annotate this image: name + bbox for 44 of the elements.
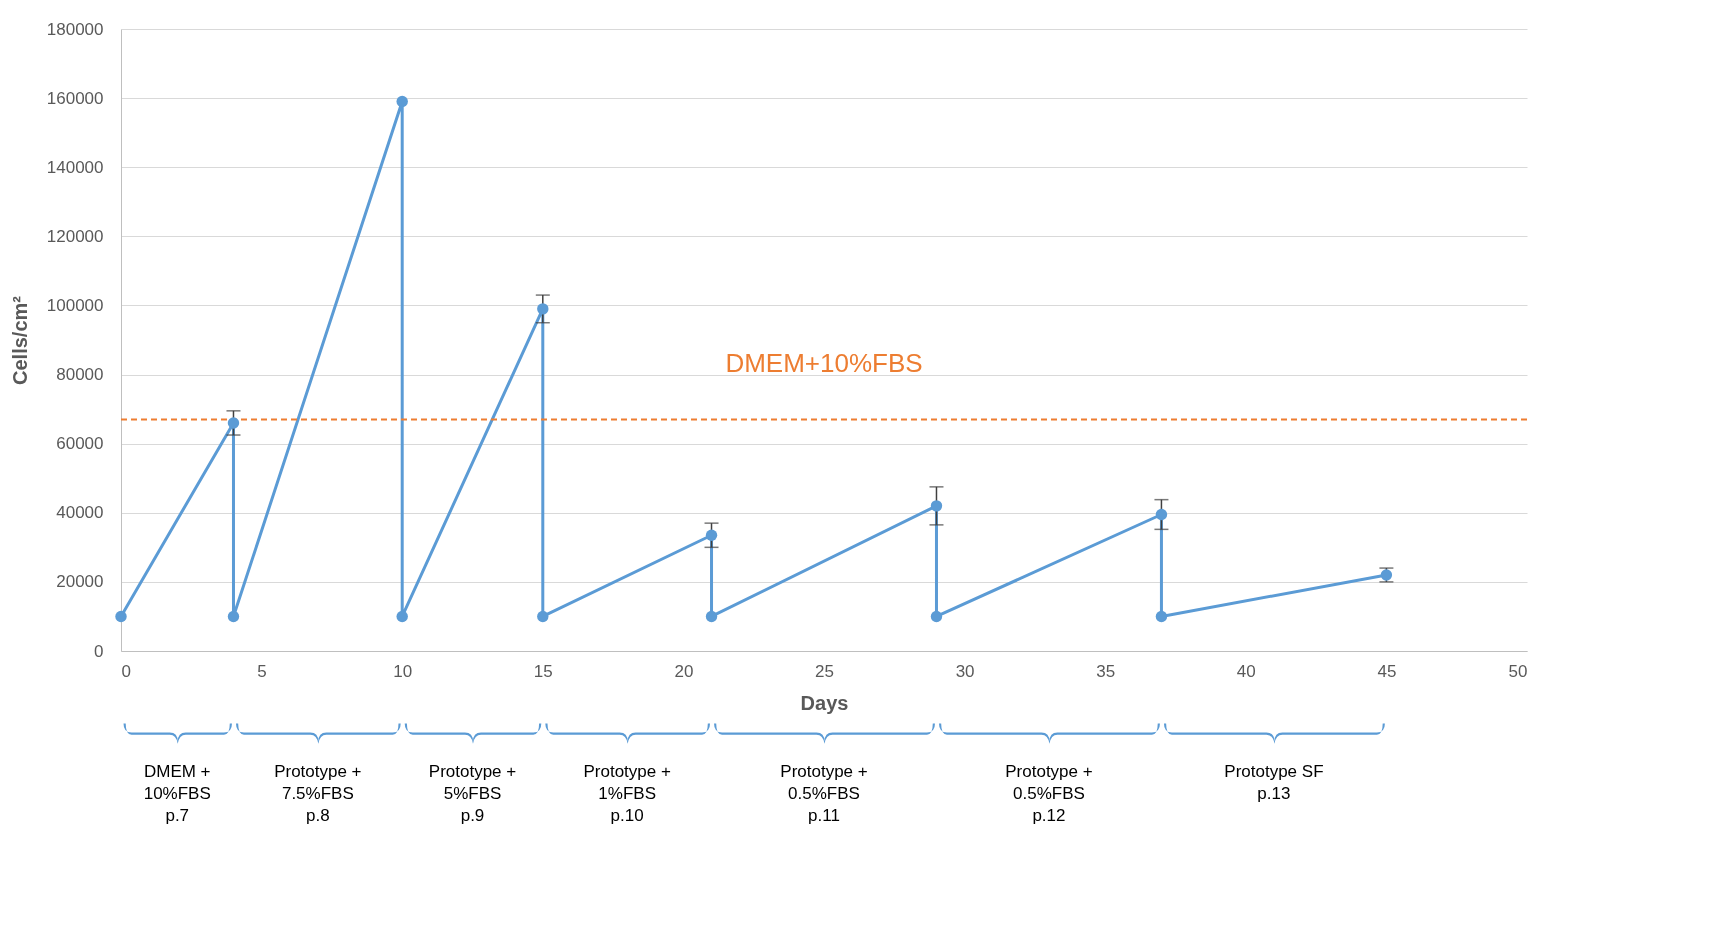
text: Prototype + 0.5%FBS p.12 <box>1005 761 1093 825</box>
x-tick-label: 45 <box>1377 661 1397 681</box>
text: Prototype + 1%FBS p.10 <box>583 761 671 825</box>
x-tick-label: 5 <box>257 661 267 681</box>
point <box>930 610 943 623</box>
y-axis-title: Cells/cm² <box>8 295 31 385</box>
y-tick-label: 180000 <box>46 19 104 39</box>
text: Prototype + 0.5%FBS p.11 <box>780 761 868 825</box>
point <box>1155 610 1168 623</box>
y-tick-label: 100000 <box>46 295 104 315</box>
x-tick-label: 30 <box>955 661 975 681</box>
point <box>537 610 549 623</box>
text: Prototype SF p.13 <box>1224 761 1324 803</box>
x-tick-label: 25 <box>815 661 834 681</box>
y-tick-label: 20000 <box>56 572 104 592</box>
x-tick-label: 50 <box>1508 661 1528 681</box>
ref-line-label: DMEM+10%FBS <box>725 348 923 379</box>
point <box>537 303 549 315</box>
text: DMEM + 10%FBS p.7 <box>143 761 211 825</box>
y-tick-label: 80000 <box>56 365 104 385</box>
point <box>1155 508 1168 521</box>
point <box>396 610 408 623</box>
x-tick-label: 35 <box>1096 661 1116 681</box>
x-axis-title: Days <box>800 691 849 714</box>
y-tick-label: 120000 <box>46 226 104 246</box>
x-tick-label: 15 <box>533 661 553 681</box>
y-tick-label: 160000 <box>46 88 104 108</box>
y-tick-label: 140000 <box>46 157 104 177</box>
y-tick-label: 40000 <box>56 503 104 523</box>
point <box>227 610 240 623</box>
point <box>705 529 718 541</box>
x-tick-label: 10 <box>393 661 413 681</box>
x-tick-label: 40 <box>1236 661 1256 681</box>
point <box>396 95 408 108</box>
y-tick-label: 0 <box>94 641 104 661</box>
text: Prototype + 7.5%FBS p.8 <box>274 761 362 825</box>
point <box>227 417 240 429</box>
x-tick-label: 20 <box>674 661 694 681</box>
y-tick-label: 60000 <box>56 434 104 454</box>
text: Prototype + 5%FBS p.9 <box>428 761 517 825</box>
point <box>930 500 943 512</box>
x-tick-label: 0 <box>121 661 131 681</box>
point <box>705 610 718 623</box>
point <box>115 610 127 623</box>
